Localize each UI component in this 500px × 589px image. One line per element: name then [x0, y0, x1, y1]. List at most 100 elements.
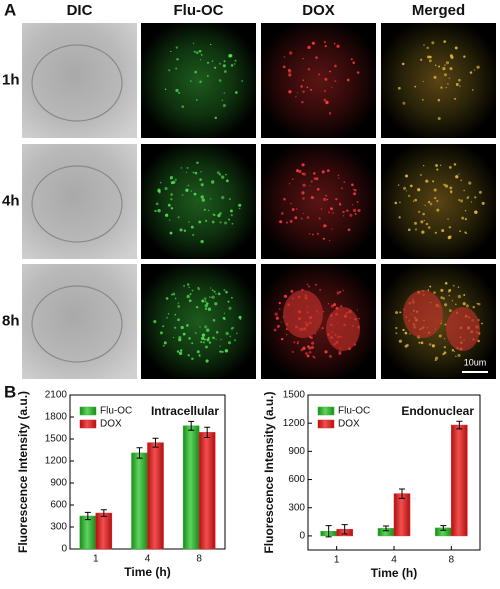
- speckle: [335, 197, 338, 201]
- speckle: [353, 192, 356, 196]
- speckle: [356, 71, 360, 74]
- speckle: [211, 220, 215, 224]
- speckle: [302, 57, 304, 60]
- speckle: [429, 202, 433, 206]
- legend-label: Flu-OC: [100, 406, 132, 417]
- speckle: [319, 289, 321, 291]
- speckle: [477, 302, 481, 306]
- speckle: [448, 166, 452, 169]
- speckle: [436, 168, 439, 171]
- speckle: [209, 43, 212, 46]
- speckle: [409, 184, 413, 188]
- speckle: [230, 64, 234, 67]
- error-bar: [440, 525, 447, 531]
- speckle: [308, 285, 311, 288]
- speckle: [206, 328, 210, 332]
- speckle: [204, 304, 208, 308]
- legend-swatch: [317, 406, 335, 416]
- speckle: [206, 338, 210, 342]
- speckle: [404, 331, 408, 335]
- speckle: [200, 54, 203, 56]
- y-tick-label: 1800: [45, 412, 68, 423]
- speckle: [199, 80, 202, 84]
- speckle: [433, 291, 436, 294]
- speckle: [473, 69, 476, 71]
- speckle: [173, 336, 175, 339]
- speckle: [186, 294, 190, 299]
- speckle: [238, 207, 241, 210]
- speckle: [165, 213, 169, 217]
- micrograph: [141, 23, 256, 138]
- speckle: [204, 300, 207, 303]
- speckle: [436, 208, 440, 212]
- speckle: [188, 221, 190, 223]
- speckle: [206, 74, 209, 77]
- error-bar: [383, 525, 389, 532]
- speckle: [342, 210, 345, 214]
- speckle: [200, 341, 203, 344]
- speckle: [276, 324, 280, 328]
- speckle: [286, 334, 288, 336]
- speckle: [451, 348, 455, 352]
- speckle: [419, 173, 422, 176]
- speckle: [282, 65, 286, 69]
- speckle: [207, 307, 212, 311]
- legend-label: DOX: [100, 419, 122, 430]
- speckle: [180, 325, 184, 330]
- speckle: [318, 73, 320, 76]
- speckle: [339, 290, 342, 293]
- speckle: [447, 218, 449, 220]
- speckle: [196, 305, 199, 309]
- speckle: [178, 92, 181, 95]
- speckle: [461, 216, 465, 220]
- row-label: 4h: [2, 192, 20, 209]
- error-bar: [341, 524, 348, 535]
- speckle: [198, 49, 202, 53]
- column-header: DIC: [67, 2, 93, 19]
- speckle: [431, 41, 435, 45]
- speckle: [165, 297, 169, 300]
- speckle: [330, 207, 333, 210]
- speckle: [213, 214, 216, 217]
- speckle: [181, 105, 185, 108]
- speckle: [200, 183, 204, 187]
- speckle: [321, 327, 324, 330]
- speckle: [280, 321, 282, 323]
- speckle: [170, 177, 172, 180]
- micrograph: [141, 144, 256, 259]
- speckle: [215, 293, 217, 295]
- speckle: [459, 230, 462, 233]
- micrograph: [22, 144, 137, 259]
- speckle: [188, 286, 190, 288]
- speckle: [434, 64, 437, 67]
- row-label: 8h: [2, 312, 20, 329]
- speckle: [199, 178, 202, 181]
- speckle: [425, 222, 429, 226]
- speckle: [338, 177, 340, 179]
- speckle: [325, 100, 329, 105]
- speckle: [351, 183, 354, 187]
- speckle: [296, 92, 299, 94]
- chart-title: Intracellular: [151, 404, 219, 418]
- speckle: [333, 42, 336, 45]
- speckle: [175, 88, 179, 93]
- y-tick-label: 600: [50, 500, 67, 511]
- speckle: [357, 208, 361, 213]
- speckle: [402, 101, 406, 105]
- speckle: [201, 198, 205, 202]
- speckle: [208, 209, 210, 212]
- speckle: [325, 194, 328, 197]
- speckle: [295, 208, 298, 210]
- speckle: [296, 342, 299, 345]
- speckle: [228, 198, 231, 200]
- nucleus: [283, 290, 323, 338]
- speckle: [211, 60, 214, 62]
- speckle: [445, 86, 447, 89]
- speckle: [164, 88, 167, 91]
- speckle: [177, 318, 180, 322]
- speckle: [174, 313, 177, 316]
- speckle: [418, 210, 421, 214]
- speckle: [310, 180, 313, 183]
- y-axis-label: Fluorescence Intensity (a.u.): [262, 391, 276, 553]
